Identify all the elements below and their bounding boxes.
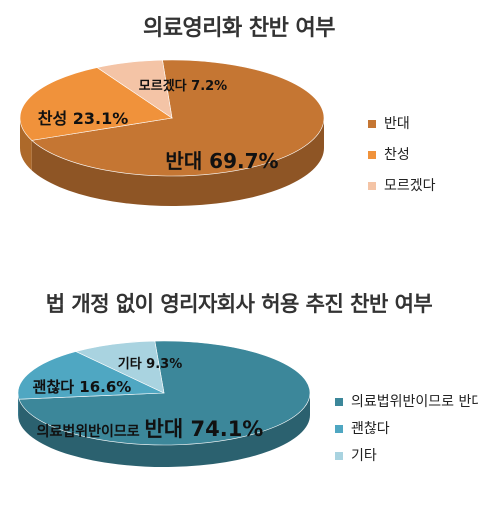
pie-1-slice-3 bbox=[96, 59, 173, 119]
legend-1-swatch-2 bbox=[368, 151, 376, 159]
pie-1-side-1 bbox=[31, 118, 324, 207]
chart-title-1: 의료영리화 찬반 여부 bbox=[143, 16, 335, 41]
pie-1-sides bbox=[20, 118, 324, 207]
pie-2-slice-label-3: 기타 9.3% bbox=[118, 356, 183, 372]
pie-2-sides bbox=[18, 393, 311, 468]
legend-2-swatch-3 bbox=[335, 452, 343, 460]
legend-2-swatch-2 bbox=[335, 425, 343, 433]
legend-2-label-3: 기타 bbox=[351, 448, 377, 464]
pie-1-slice-label-3: 모르겠다 7.2% bbox=[139, 78, 227, 94]
pie-1-side-2 bbox=[20, 118, 32, 171]
pie-1-slice-label-1: 반대 69.7% bbox=[165, 149, 278, 173]
pie-1-slice-1 bbox=[31, 59, 325, 177]
pie-1-slice-label-2: 찬성 23.1% bbox=[38, 109, 129, 128]
pie-1-slice-2 bbox=[19, 67, 173, 141]
legend-2-label-2: 괜찮다 bbox=[351, 421, 390, 437]
pie-2-side-2 bbox=[18, 393, 20, 422]
pie-2-slice-label-2: 괜찮다 16.6% bbox=[33, 378, 132, 396]
pie-2-side-1 bbox=[19, 393, 311, 468]
pie-2-slice-3 bbox=[75, 340, 165, 394]
chart-title-2: 법 개정 없이 영리자회사 허용 추진 찬반 여부 bbox=[45, 292, 433, 316]
legend-2-label-1: 의료법위반이므로 반대 bbox=[351, 394, 478, 410]
legend-1-label-2: 찬성 bbox=[384, 147, 410, 163]
pie-2-slice-2 bbox=[17, 351, 165, 400]
pie-chart-2: 의료법위반이므로 반대 74.1% 괜찮다 16.6% 기타 9.3% 의료법위반이므… bbox=[17, 340, 478, 468]
legend-1-swatch-1 bbox=[368, 120, 376, 128]
legend-1-label-1: 반대 bbox=[384, 116, 410, 132]
pie-2-slice-1 bbox=[18, 340, 311, 446]
legend-1-swatch-3 bbox=[368, 182, 376, 190]
legend-1-label-3: 모르겠다 bbox=[384, 178, 436, 194]
pie-2-slice-label-1: 의료법위반이므로 반대 74.1% bbox=[37, 417, 264, 441]
legend-2-swatch-1 bbox=[335, 398, 343, 406]
